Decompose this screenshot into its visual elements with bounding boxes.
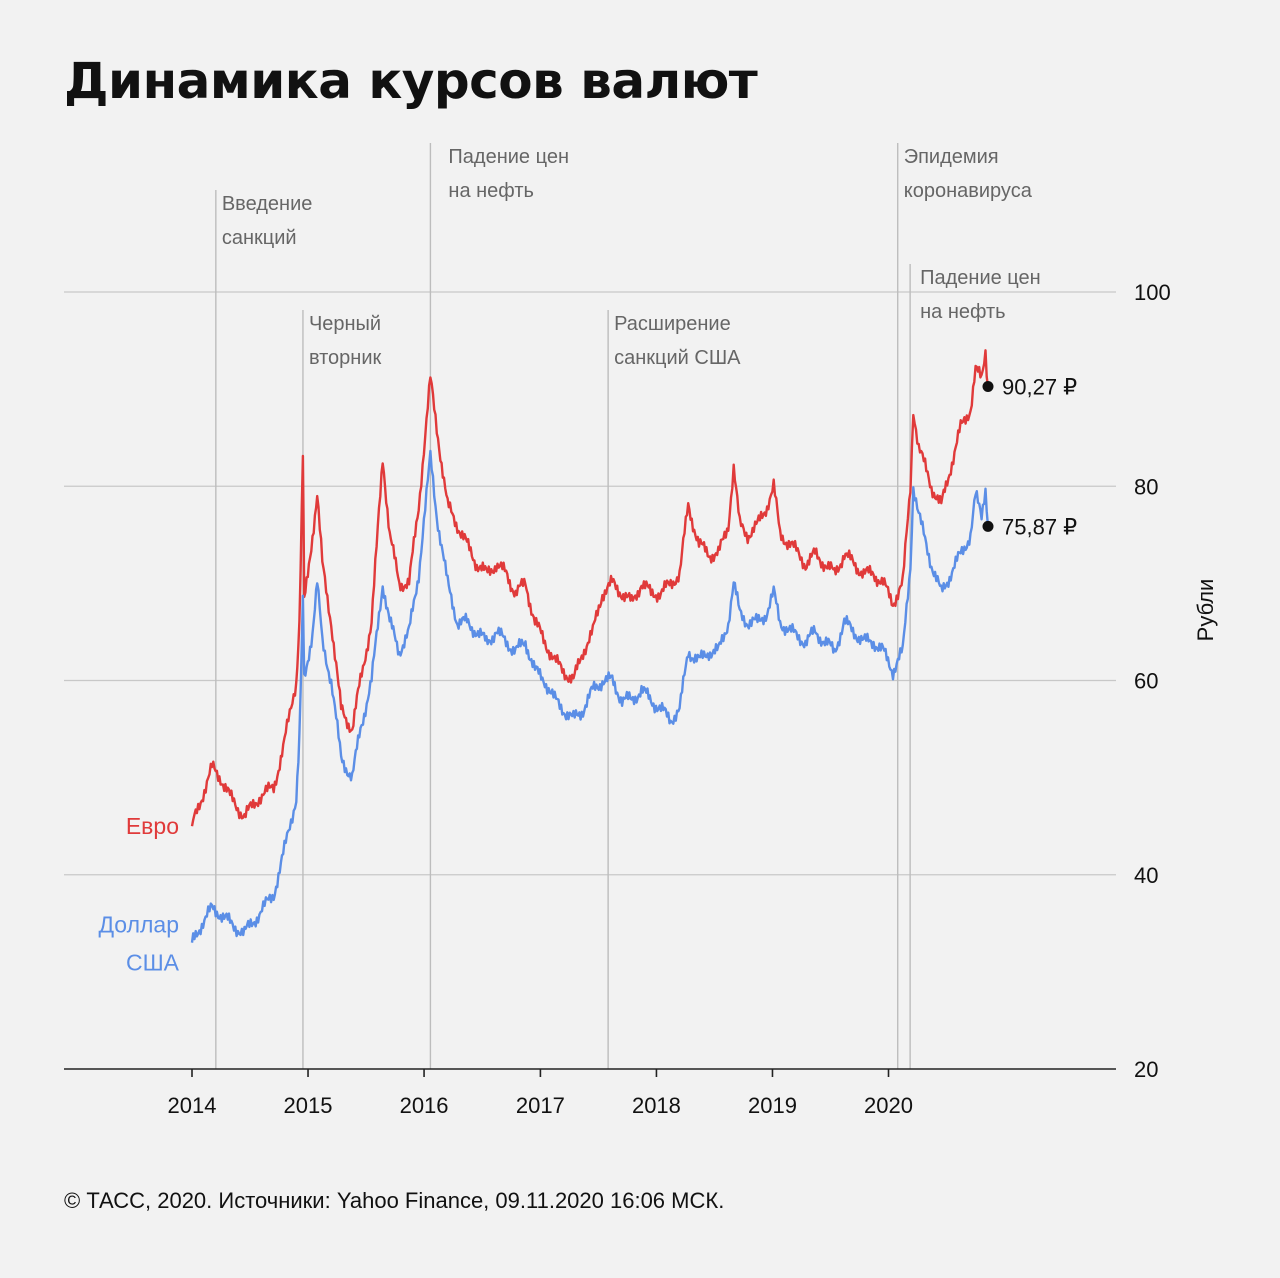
x-tick-label: 2015 xyxy=(284,1093,333,1118)
event-label: Падение цен xyxy=(920,267,1041,289)
event-label: на нефть xyxy=(448,180,534,202)
y-tick-label: 60 xyxy=(1134,669,1158,694)
x-tick-label: 2018 xyxy=(632,1093,681,1118)
y-axis-label: Рубли xyxy=(1193,579,1218,642)
x-tick-label: 2016 xyxy=(400,1093,449,1118)
x-tick-label: 2014 xyxy=(168,1093,217,1118)
event-label: вторник xyxy=(309,347,382,369)
event-label: Падение цен xyxy=(448,146,569,168)
x-tick-label: 2017 xyxy=(516,1093,565,1118)
event-label: санкций xyxy=(222,227,297,249)
event-label: Черный xyxy=(309,313,381,335)
y-tick-label: 40 xyxy=(1134,863,1158,888)
event-label: Расширение xyxy=(614,313,731,335)
series-name-usd: США xyxy=(126,950,180,976)
series-labels: 90,27 ₽ Евро 75,87 ₽ Доллар США xyxy=(98,375,1077,976)
end-value-label-usd: 75,87 ₽ xyxy=(1002,514,1077,539)
end-point-euro xyxy=(982,381,994,393)
event-label: Эпидемия xyxy=(904,146,999,168)
end-value-label-euro: 90,27 ₽ xyxy=(1002,375,1077,400)
end-point-usd xyxy=(982,520,994,532)
y-tick-label: 100 xyxy=(1134,280,1171,305)
grid-lines xyxy=(64,291,1116,876)
event-label: коронавируса xyxy=(904,180,1033,202)
event-label: на нефть xyxy=(920,301,1006,323)
event-label: Введение xyxy=(222,193,313,215)
series-name-euro: Евро xyxy=(126,813,179,839)
series-lines xyxy=(190,349,990,943)
x-axis: 2014 2015 2016 2017 2018 2019 2020 xyxy=(64,1068,1116,1118)
series-name-usd: Доллар xyxy=(98,912,179,938)
event-label: санкций США xyxy=(614,347,741,369)
series-line-usd xyxy=(190,449,990,943)
y-tick-label: 20 xyxy=(1134,1057,1158,1082)
y-tick-label: 80 xyxy=(1134,474,1158,499)
y-axis: 20 40 60 80 100 Рубли xyxy=(1134,280,1218,1082)
x-tick-label: 2020 xyxy=(864,1093,913,1118)
source-footer: © ТАСС, 2020. Источники: Yahoo Finance, … xyxy=(64,1188,725,1213)
series-line-euro xyxy=(190,349,990,827)
event-markers: Введение санкций Черный вторник Падение цен н… xyxy=(215,143,1041,1069)
page-title: Динамика курсов валют xyxy=(64,52,758,110)
x-tick-label: 2019 xyxy=(748,1093,797,1118)
